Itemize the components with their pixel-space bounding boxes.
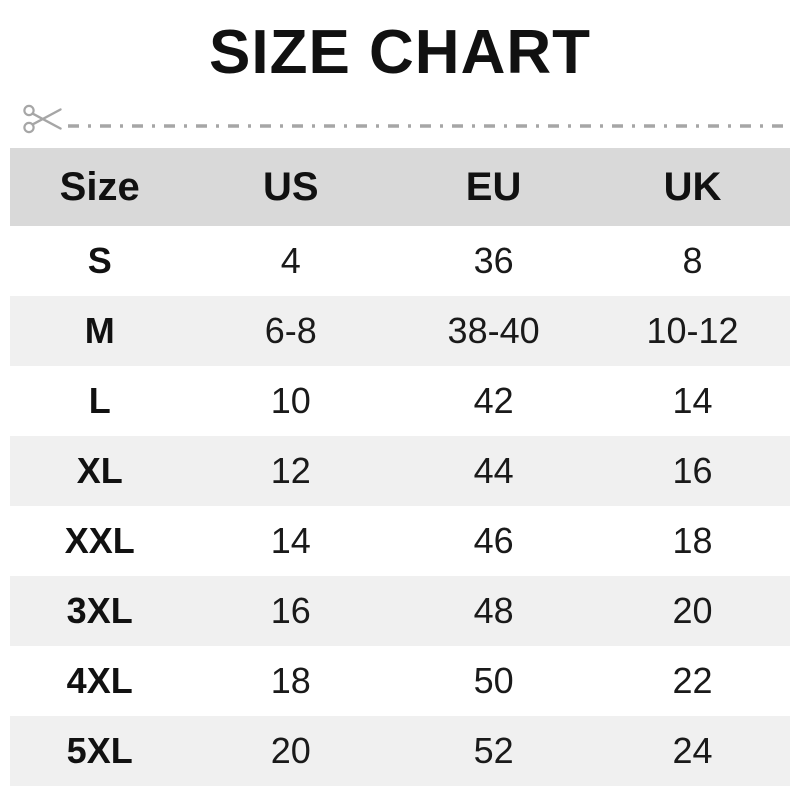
uk-value: 20: [672, 590, 713, 631]
table-row-xl: XL 12 44 16: [10, 436, 790, 506]
col-header-size: Size: [59, 164, 140, 209]
us-value: 4: [280, 240, 301, 281]
eu-value: 36: [473, 240, 514, 281]
col-header-uk: UK: [663, 164, 722, 209]
eu-value: 42: [473, 380, 514, 421]
uk-value: 24: [672, 730, 713, 771]
eu-value: 52: [473, 730, 514, 771]
eu-value: 44: [473, 450, 514, 491]
dashed-cut-line: [68, 116, 790, 128]
us-value: 16: [270, 590, 311, 631]
uk-value: 8: [682, 240, 703, 281]
table-row-3xl: 3XL 16 48 20: [10, 576, 790, 646]
size-label: S: [87, 240, 112, 281]
uk-value: 16: [672, 450, 713, 491]
size-label: XL: [76, 450, 123, 491]
us-value: 20: [270, 730, 311, 771]
us-value: 6-8: [264, 310, 317, 351]
size-label: XXL: [64, 520, 135, 561]
col-header-eu: EU: [465, 164, 522, 209]
table-row-4xl: 4XL 18 50 22: [10, 646, 790, 716]
table-row-xxl: XXL 14 46 18: [10, 506, 790, 576]
uk-value: 10-12: [646, 310, 739, 351]
us-value: 14: [270, 520, 311, 561]
table-header-row: Size US EU UK: [10, 148, 790, 226]
table-row-s: S 4 36 8: [10, 226, 790, 296]
us-value: 10: [270, 380, 311, 421]
size-chart-page: SIZE CHART Size US EU UK: [0, 22, 800, 800]
us-value: 12: [270, 450, 311, 491]
eu-value: 50: [473, 660, 514, 701]
size-label: 5XL: [66, 730, 133, 771]
size-label: M: [84, 310, 115, 351]
uk-value: 14: [672, 380, 713, 421]
uk-value: 22: [672, 660, 713, 701]
eu-value: 48: [473, 590, 514, 631]
size-chart-table: Size US EU UK S 4 36 8 M 6-8 38-40 10-12…: [10, 148, 790, 786]
us-value: 18: [270, 660, 311, 701]
eu-value: 46: [473, 520, 514, 561]
table-row-l: L 10 42 14: [10, 366, 790, 436]
page-title: SIZE CHART: [209, 18, 591, 87]
table-row-5xl: 5XL 20 52 24: [10, 716, 790, 786]
size-label: 3XL: [66, 590, 133, 631]
eu-value: 38-40: [447, 310, 540, 351]
cut-line: [22, 100, 790, 138]
col-header-us: US: [263, 164, 319, 209]
scissors-icon: [23, 104, 62, 134]
size-label: 4XL: [66, 660, 133, 701]
uk-value: 18: [672, 520, 713, 561]
table-row-m: M 6-8 38-40 10-12: [10, 296, 790, 366]
size-label: L: [88, 380, 111, 421]
